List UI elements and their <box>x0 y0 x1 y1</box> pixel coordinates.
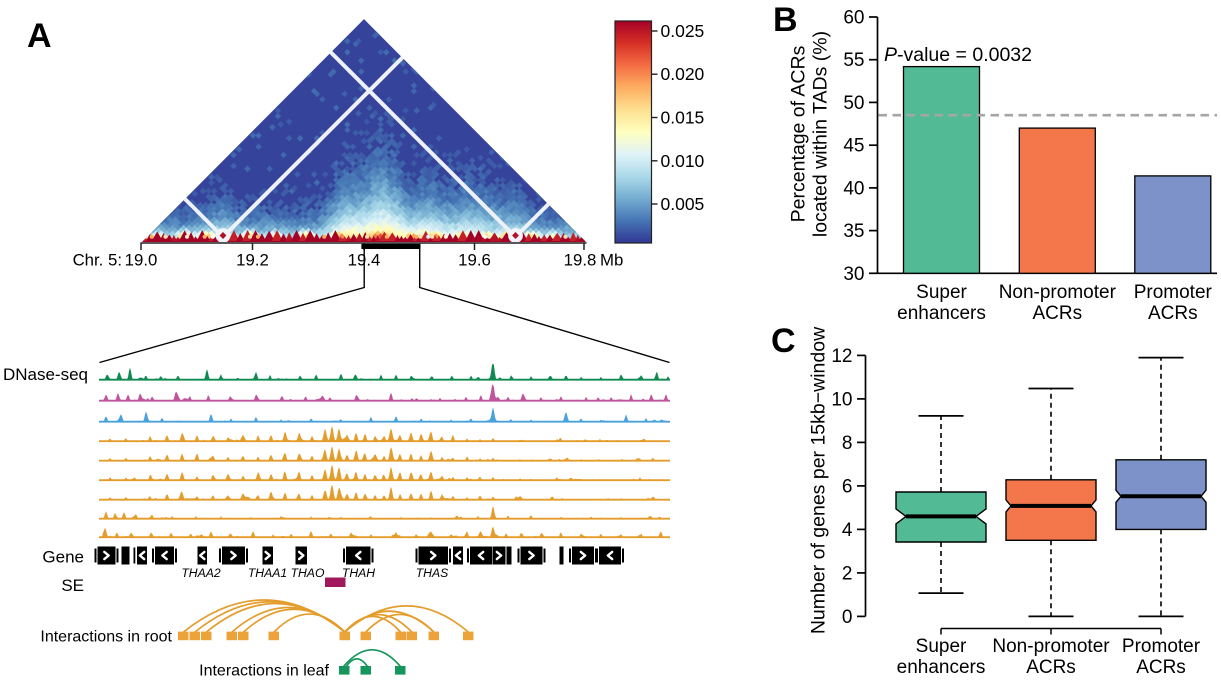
svg-text:0.005: 0.005 <box>661 194 705 214</box>
svg-text:19.0: 19.0 <box>125 251 158 270</box>
svg-text:30: 30 <box>843 264 864 285</box>
svg-text:Non-promoter: Non-promoter <box>992 636 1110 657</box>
svg-text:2: 2 <box>842 563 853 584</box>
svg-text:THAH: THAH <box>342 566 375 580</box>
svg-text:THAS: THAS <box>416 566 449 580</box>
svg-text:60: 60 <box>843 8 864 29</box>
svg-text:B: B <box>773 1 798 39</box>
svg-text:ACRs: ACRs <box>1148 303 1198 324</box>
svg-text:ACRs: ACRs <box>1136 657 1186 678</box>
svg-text:C: C <box>771 322 796 360</box>
svg-text:A: A <box>27 17 52 55</box>
svg-text:Number of genes per 15kb−windo: Number of genes per 15kb−window <box>808 326 830 634</box>
svg-text:0.025: 0.025 <box>661 21 705 41</box>
svg-text:0.010: 0.010 <box>661 151 705 171</box>
svg-text:8: 8 <box>842 433 853 454</box>
svg-text:P-value = 0.0032: P-value = 0.0032 <box>884 44 1032 66</box>
svg-text:THAA1: THAA1 <box>248 566 287 580</box>
svg-text:located within TADs (%): located within TADs (%) <box>810 31 832 237</box>
svg-text:Mb: Mb <box>600 251 623 270</box>
svg-text:THAO: THAO <box>291 566 325 580</box>
svg-text:ACRs: ACRs <box>1032 303 1082 324</box>
svg-text:Percentage of ACRs: Percentage of ACRs <box>788 45 810 222</box>
svg-text:35: 35 <box>843 221 864 242</box>
svg-text:19.6: 19.6 <box>458 251 491 270</box>
svg-text:40: 40 <box>843 178 864 199</box>
svg-text:ACRs: ACRs <box>1026 657 1076 678</box>
svg-text:DNase-seq: DNase-seq <box>3 365 88 384</box>
svg-text:Chr. 5:: Chr. 5: <box>73 251 122 270</box>
svg-text:4: 4 <box>842 520 853 541</box>
svg-text:19.8: 19.8 <box>564 251 597 270</box>
svg-text:Non-promoter: Non-promoter <box>999 282 1117 303</box>
svg-text:Interactions in root: Interactions in root <box>40 629 172 646</box>
svg-text:0: 0 <box>842 607 853 628</box>
svg-text:enhancers: enhancers <box>897 303 986 324</box>
svg-text:10: 10 <box>831 389 852 410</box>
svg-text:6: 6 <box>842 476 853 497</box>
svg-text:Promoter: Promoter <box>1134 282 1213 303</box>
svg-text:Super: Super <box>916 282 967 303</box>
svg-text:45: 45 <box>843 136 864 157</box>
svg-text:55: 55 <box>843 50 864 71</box>
svg-text:Interactions in leaf: Interactions in leaf <box>199 663 329 680</box>
svg-text:Gene: Gene <box>42 548 84 567</box>
svg-text:50: 50 <box>843 93 864 114</box>
svg-text:0.015: 0.015 <box>661 108 705 128</box>
svg-text:Super: Super <box>916 636 967 657</box>
svg-text:0.020: 0.020 <box>661 64 705 84</box>
svg-text:SE: SE <box>61 576 84 595</box>
svg-text:Promoter: Promoter <box>1122 636 1201 657</box>
svg-text:enhancers: enhancers <box>897 657 986 678</box>
svg-text:THAA2: THAA2 <box>181 566 221 580</box>
svg-text:19.2: 19.2 <box>236 251 269 270</box>
svg-text:12: 12 <box>831 346 852 367</box>
